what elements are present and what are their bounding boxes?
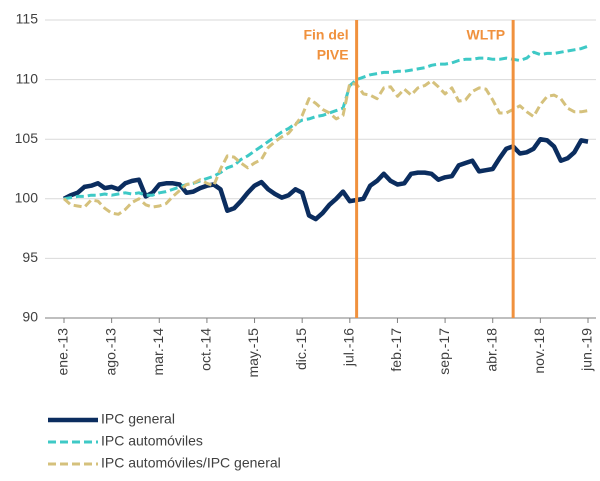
series-line (63, 79, 589, 216)
x-tick-label: oct.-14 (198, 328, 214, 371)
x-tick-label: abr.-18 (483, 328, 499, 372)
y-tick-label: 95 (22, 249, 38, 265)
x-tick-label: nov.-18 (531, 328, 547, 374)
x-tick-label: feb.-17 (388, 328, 404, 372)
x-tick-label: jul.-16 (341, 328, 357, 367)
annotation-label: Fin del (303, 27, 348, 43)
x-tick-label: jun.-19 (579, 328, 595, 372)
series-line (62, 136, 589, 222)
legend-label: IPC automóviles (101, 433, 203, 449)
annotation-label: WLTP (467, 27, 506, 43)
x-tick-label: ene.-13 (55, 328, 71, 376)
x-tick-label: may.-15 (245, 328, 261, 378)
x-tick-label: ago.-13 (102, 328, 118, 376)
annotation-label: PIVE (317, 47, 349, 63)
y-tick-label: 105 (15, 130, 39, 146)
y-tick-label: 115 (16, 11, 39, 27)
legend-label: IPC automóviles/IPC general (101, 455, 281, 471)
series-line (63, 44, 589, 201)
legend-label: IPC general (101, 411, 175, 427)
y-tick-label: 110 (16, 70, 39, 86)
x-tick-label: mar.-14 (150, 328, 166, 376)
y-tick-label: 90 (22, 309, 38, 325)
x-tick-label: sep.-17 (436, 328, 452, 375)
x-tick-label: dic.-15 (293, 328, 309, 370)
y-tick-label: 100 (15, 190, 39, 206)
